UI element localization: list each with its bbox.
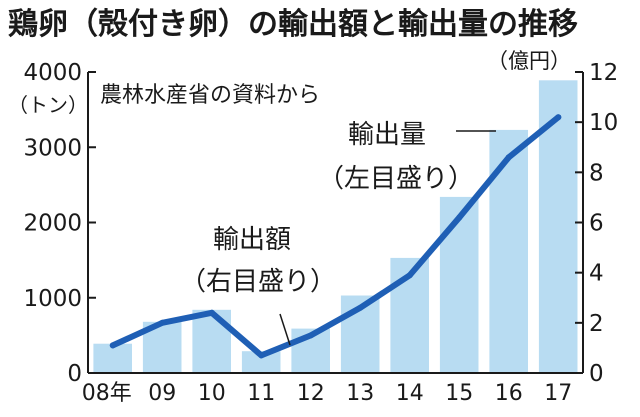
left-tick-label: 3000: [23, 135, 82, 161]
source-note: 農林水産省の資料から: [100, 83, 320, 108]
x-tick-label: 09: [148, 381, 176, 406]
line-point-13: [357, 304, 364, 311]
line-point-09: [159, 319, 166, 326]
right-tick-label: 6: [589, 211, 604, 237]
left-tick-label: 2000: [23, 211, 82, 237]
volume-callout-name: 輸出量: [348, 120, 426, 150]
line-point-12: [307, 332, 314, 339]
volume-callout-axis: （左目盛り）: [318, 164, 474, 194]
x-tick-label: 14: [396, 381, 424, 406]
left-axis-unit: （トン）: [8, 93, 88, 117]
bar-17: [538, 80, 578, 374]
x-tick-label: 15: [445, 381, 473, 406]
bar-08年: [93, 343, 132, 373]
right-tick-label: 12: [589, 60, 618, 86]
x-tick-label: 08年: [82, 381, 132, 406]
x-tick-label: 17: [544, 381, 572, 406]
bar-11: [241, 351, 281, 373]
x-tick-label: 13: [346, 381, 374, 406]
right-axis-unit: （億円）: [487, 49, 571, 73]
value-callout-axis: （右目盛り）: [180, 267, 336, 297]
bar-15: [439, 196, 479, 373]
x-tick-label: 10: [198, 381, 226, 406]
value-callout-leader: [279, 313, 291, 346]
line-point-08年: [109, 342, 116, 349]
line-point-14: [406, 272, 413, 279]
right-axis-ticks: 0 2 4 6 8 10 12: [575, 60, 618, 387]
bar-10: [192, 309, 231, 373]
right-tick-label: 0: [589, 361, 604, 387]
line-point-10: [208, 309, 215, 316]
right-tick-label: 10: [589, 110, 618, 136]
right-tick-label: 8: [589, 160, 604, 186]
line-point-15: [456, 214, 463, 221]
value-callout-name: 輸出額: [213, 225, 291, 255]
bar-16: [489, 129, 528, 373]
left-axis-ticks: 0 1000 2000 3000 4000: [23, 60, 96, 387]
x-tick-label: 12: [297, 381, 325, 406]
bar-series-volume: [93, 80, 578, 374]
line-point-11: [258, 352, 265, 359]
x-axis-ticks: 08年 09 10 11 12 13 14 15 16 17: [82, 381, 573, 406]
line-point-16: [505, 154, 512, 161]
left-tick-label: 1000: [23, 286, 82, 312]
right-tick-label: 4: [589, 261, 604, 287]
x-tick-label: 11: [247, 381, 275, 406]
line-point-17: [555, 114, 562, 121]
line-points: [109, 114, 562, 359]
left-tick-label: 0: [67, 361, 82, 387]
chart-title: 鶏卵（殻付き卵）の輸出額と輸出量の推移: [8, 7, 578, 42]
right-tick-label: 2: [589, 311, 604, 337]
x-tick-label: 16: [495, 381, 523, 406]
left-tick-label: 4000: [23, 60, 82, 86]
line-series-value: [109, 114, 562, 359]
